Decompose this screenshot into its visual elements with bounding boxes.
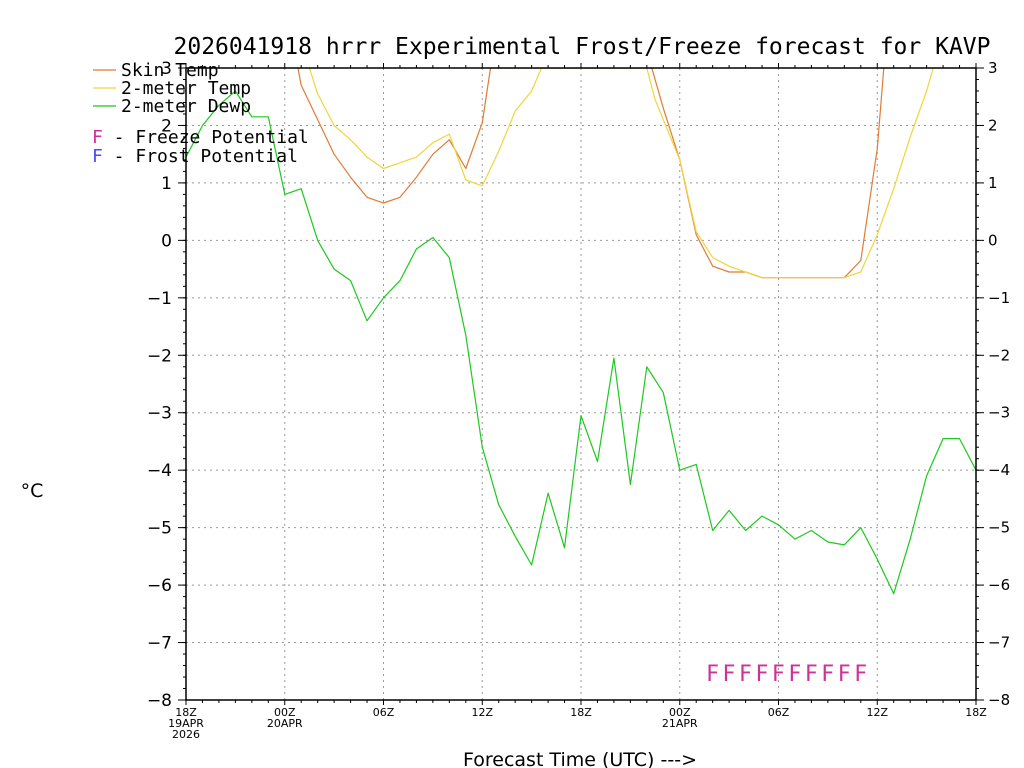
axis-ticks: −8 −8 −7 −7 −6 −6 −5 −5 −4 −4 −3 −3 −2 −2 −1 −1 0 0 1 1 2 2 3 3… [147,59,1010,741]
y-tick-label: −6 [147,576,172,596]
legend-label: Skin Temp [121,60,219,81]
potential-text: - Freeze Potential [103,127,309,148]
x-tick-label: 18Z [175,706,197,719]
x-axis-label: Forecast Time (UTC) ---> [463,749,697,768]
legend-label: 2-meter Dewp [121,96,251,117]
y-tick-label-right: −8 [988,691,1010,709]
y-tick-label: 2 [161,116,172,136]
series-layer [186,68,976,595]
potential-letter: F [92,127,103,148]
y-tick-label-right: −1 [988,289,1010,307]
freeze-flag: F [838,662,851,687]
series-2-meter-dewp [186,90,976,595]
y-tick-label-right: −3 [988,404,1010,422]
x-tick-label: 06Z [768,706,790,719]
x-tick-label: 06Z [373,706,395,719]
y-tick-label-right: −5 [988,519,1010,537]
y-tick-label: 0 [161,231,172,251]
y-tick-label: 3 [161,59,172,79]
freeze-flag: F [756,662,769,687]
potential-legend-item: F - Freeze Potential [92,127,309,148]
legend-label: 2-meter Temp [121,78,251,99]
chart-title: 2026041918 hrrr Experimental Frost/Freez… [174,34,991,60]
y-tick-label-right: 0 [988,231,998,249]
x-tick-label: 18Z [965,706,987,719]
x-tick-label: 21APR [662,717,698,730]
y-tick-label-right: −6 [988,576,1010,594]
freeze-flag: F [723,662,736,687]
x-tick-label: 12Z [866,706,888,719]
y-tick-label: 1 [161,174,172,194]
y-tick-label: −5 [147,519,172,539]
freeze-flag: F [822,662,835,687]
freeze-flag: F [789,662,802,687]
freeze-flag: F [706,662,719,687]
y-tick-label: −7 [147,634,172,654]
freeze-flag: F [739,662,752,687]
x-tick-label: 12Z [471,706,493,719]
y-tick-label-right: −2 [988,346,1010,364]
plot-frame [185,67,977,701]
y-tick-label-right: 1 [988,174,998,192]
x-tick-label: 18Z [570,706,592,719]
freeze-flag: F [772,662,785,687]
series-skin-temp [297,68,885,279]
potential-legend-item: F - Frost Potential [92,146,298,167]
y-tick-label: −8 [147,691,172,711]
grid [186,68,976,700]
y-tick-label: −1 [147,289,172,309]
potential-letter: F [92,146,103,167]
freeze-flag: F [854,662,867,687]
y-tick-label-right: −7 [988,634,1010,652]
y-tick-label-right: −4 [988,461,1010,479]
y-tick-label: −2 [147,346,172,366]
potential-text: - Frost Potential [103,146,298,167]
freeze-flag: F [805,662,818,687]
y-tick-label: −4 [147,461,172,481]
x-tick-label: 2026 [172,728,200,741]
y-tick-label: −3 [147,404,172,424]
series-2-meter-temp [308,68,934,279]
y-tick-label-right: 2 [988,116,998,134]
x-tick-label: 19APR [168,717,204,730]
x-tick-label: 00Z [274,706,296,719]
x-tick-label: 00Z [669,706,691,719]
x-tick-label: 20APR [267,717,303,730]
y-axis-label: °C [21,480,44,502]
y-tick-label-right: 3 [988,59,998,77]
